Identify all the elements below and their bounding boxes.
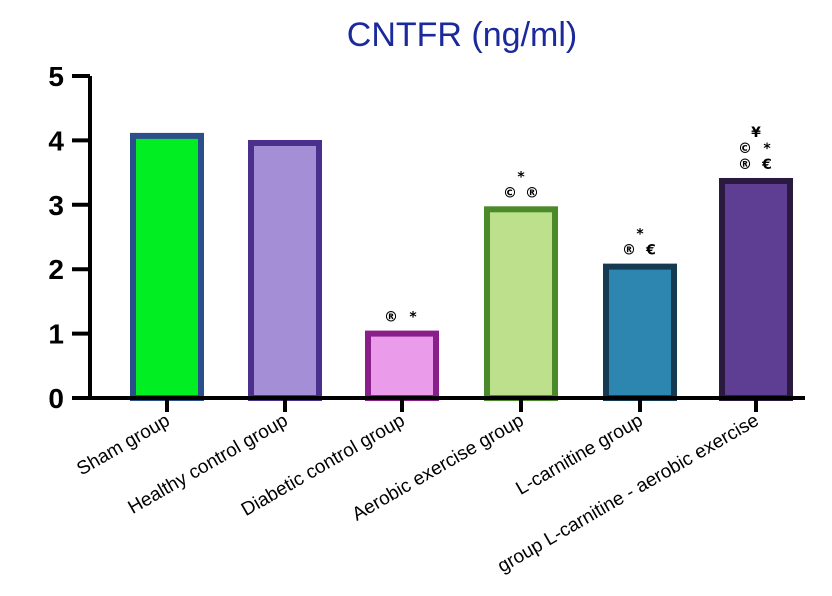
significance-mark: * (636, 227, 644, 243)
bar (603, 263, 677, 401)
bar (365, 330, 439, 402)
y-tick-label: 1 (48, 319, 64, 350)
x-tick-label: Sham group (73, 410, 173, 480)
significance-mark: ¥ (751, 125, 761, 141)
bar (719, 177, 793, 401)
y-tick-label: 5 (48, 61, 64, 92)
significance-mark: € (645, 243, 656, 259)
significance-mark: © (503, 185, 517, 201)
y-tick-label: 0 (48, 383, 64, 414)
chart-title: CNTFR (ng/ml) (347, 16, 577, 54)
bar (248, 139, 322, 401)
bars (130, 132, 793, 402)
significance-mark: ® (622, 243, 636, 259)
significance-mark: * (517, 169, 525, 185)
y-tick-label: 3 (48, 190, 64, 221)
significance-mark: ® (525, 185, 539, 201)
significance-mark: ® (384, 310, 398, 326)
y-axis: 0 1 2 3 4 5 (48, 61, 92, 414)
bar (484, 206, 558, 401)
significance-mark: * (763, 141, 771, 157)
y-tick-label: 2 (48, 254, 64, 285)
significance-mark: © (738, 141, 752, 157)
bar (130, 132, 204, 401)
significance-annotations: ® *© ®*® €*® €© *¥ (384, 125, 772, 326)
y-tick-label: 4 (48, 125, 64, 156)
significance-mark: ® (738, 157, 752, 173)
significance-mark: € (761, 157, 772, 173)
significance-mark: * (409, 310, 417, 326)
